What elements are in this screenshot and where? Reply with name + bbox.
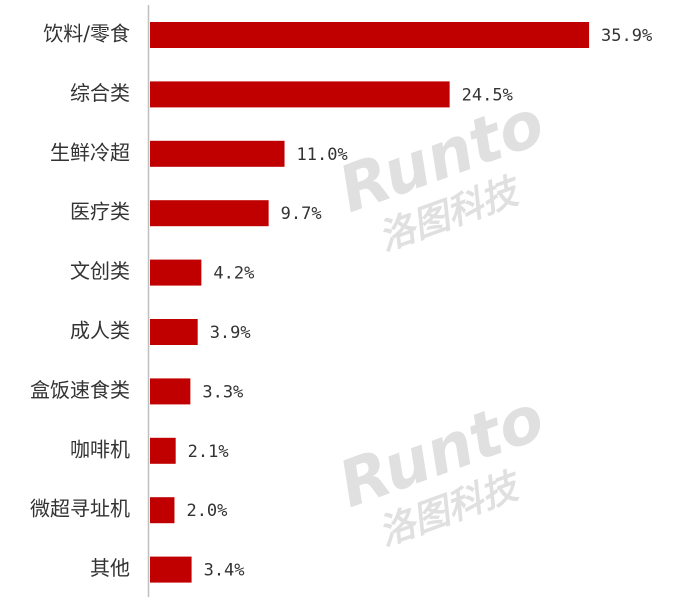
value-label: 9.7%	[281, 204, 322, 224]
value-label: 3.3%	[202, 382, 243, 402]
value-label: 24.5%	[462, 85, 513, 105]
value-label: 2.0%	[186, 501, 227, 521]
category-label: 文创类	[70, 259, 130, 283]
watermark: Runto 洛图科技 Runto 洛图科技	[330, 86, 554, 554]
bar	[150, 22, 590, 48]
value-label: 2.1%	[188, 442, 229, 462]
value-label: 3.9%	[210, 323, 251, 343]
category-label: 盒饭速食类	[30, 378, 130, 402]
bar	[150, 200, 269, 227]
category-label: 成人类	[70, 319, 130, 343]
bar	[150, 81, 450, 108]
category-label: 微超寻址机	[30, 497, 130, 521]
value-label: 3.4%	[204, 561, 245, 581]
bar	[150, 140, 285, 167]
category-label: 咖啡机	[70, 437, 130, 461]
category-label: 饮料/零食	[43, 22, 130, 46]
category-label: 生鲜冷超	[50, 140, 130, 164]
bar	[150, 497, 175, 524]
category-label: 其他	[90, 556, 130, 580]
bar	[150, 437, 176, 464]
bar	[150, 319, 198, 345]
category-label: 综合类	[70, 81, 130, 105]
bar	[150, 556, 192, 583]
value-label: 4.2%	[213, 264, 254, 284]
value-label: 35.9%	[601, 26, 652, 46]
category-label: 医疗类	[70, 200, 130, 224]
value-label: 11.0%	[297, 145, 348, 165]
bar	[150, 259, 202, 286]
bar	[150, 378, 191, 405]
